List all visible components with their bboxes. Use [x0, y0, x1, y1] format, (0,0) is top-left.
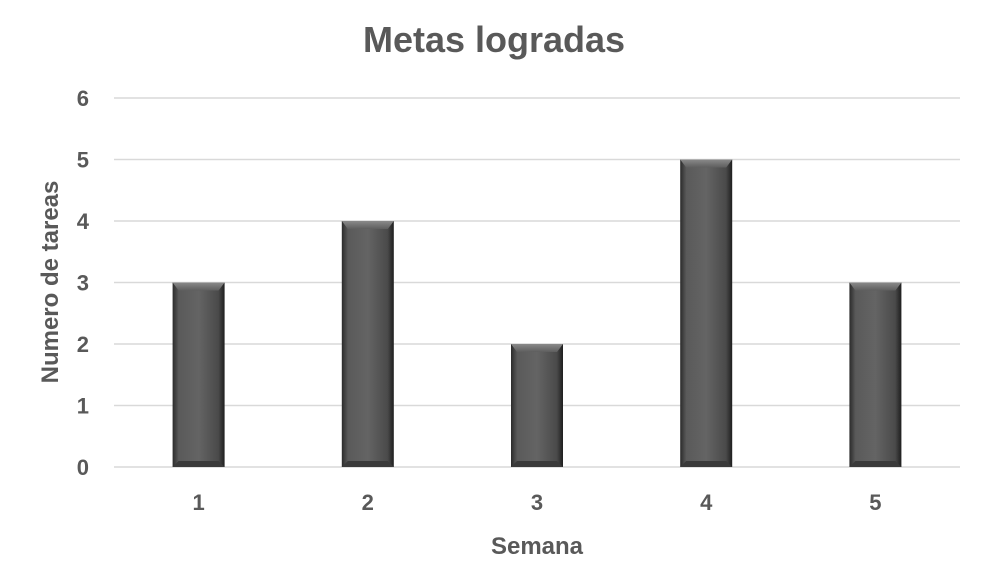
- x-tick-label: 3: [531, 490, 543, 515]
- bars: [172, 159, 902, 467]
- bar-bottom-bevel: [511, 461, 563, 467]
- bar-bottom-bevel: [341, 461, 394, 467]
- x-axis-title: Semana: [491, 533, 584, 560]
- y-tick-label: 6: [77, 86, 89, 111]
- bar-top-bevel: [341, 221, 394, 229]
- bar: [341, 221, 394, 467]
- bar-week-1: [172, 282, 225, 467]
- bar-top-bevel: [680, 159, 733, 168]
- bar-top-bevel: [849, 282, 902, 291]
- x-tick-label: 2: [362, 490, 374, 515]
- y-axis-ticks: 0 1 2 3 4 5 6: [77, 86, 90, 480]
- x-tick-label: 1: [192, 490, 204, 515]
- y-tick-label: 0: [77, 455, 89, 480]
- y-tick-label: 5: [77, 148, 89, 173]
- bar-week-5: [849, 282, 902, 467]
- y-tick-label: 1: [77, 394, 89, 419]
- y-tick-label: 3: [77, 271, 89, 296]
- bar-top-bevel: [172, 282, 225, 291]
- x-axis-ticks: 1 2 3 4 5: [192, 490, 881, 515]
- bar: [680, 159, 733, 467]
- bar: [849, 282, 902, 467]
- bar-week-3: [511, 344, 563, 467]
- x-tick-label: 5: [869, 490, 881, 515]
- y-tick-label: 4: [77, 209, 90, 234]
- bar-bottom-bevel: [680, 461, 733, 467]
- y-axis-title: Numero de tareas: [37, 181, 64, 384]
- bar-bottom-bevel: [172, 461, 225, 467]
- bar-bottom-bevel: [849, 461, 902, 467]
- bar-week-2: [341, 221, 394, 467]
- bar: [511, 344, 563, 467]
- bar-week-4: [680, 159, 733, 467]
- bar: [172, 282, 225, 467]
- x-tick-label: 4: [700, 490, 713, 515]
- bar-top-bevel: [511, 344, 563, 352]
- chart-title: Metas logradas: [363, 19, 625, 60]
- y-tick-label: 2: [77, 332, 89, 357]
